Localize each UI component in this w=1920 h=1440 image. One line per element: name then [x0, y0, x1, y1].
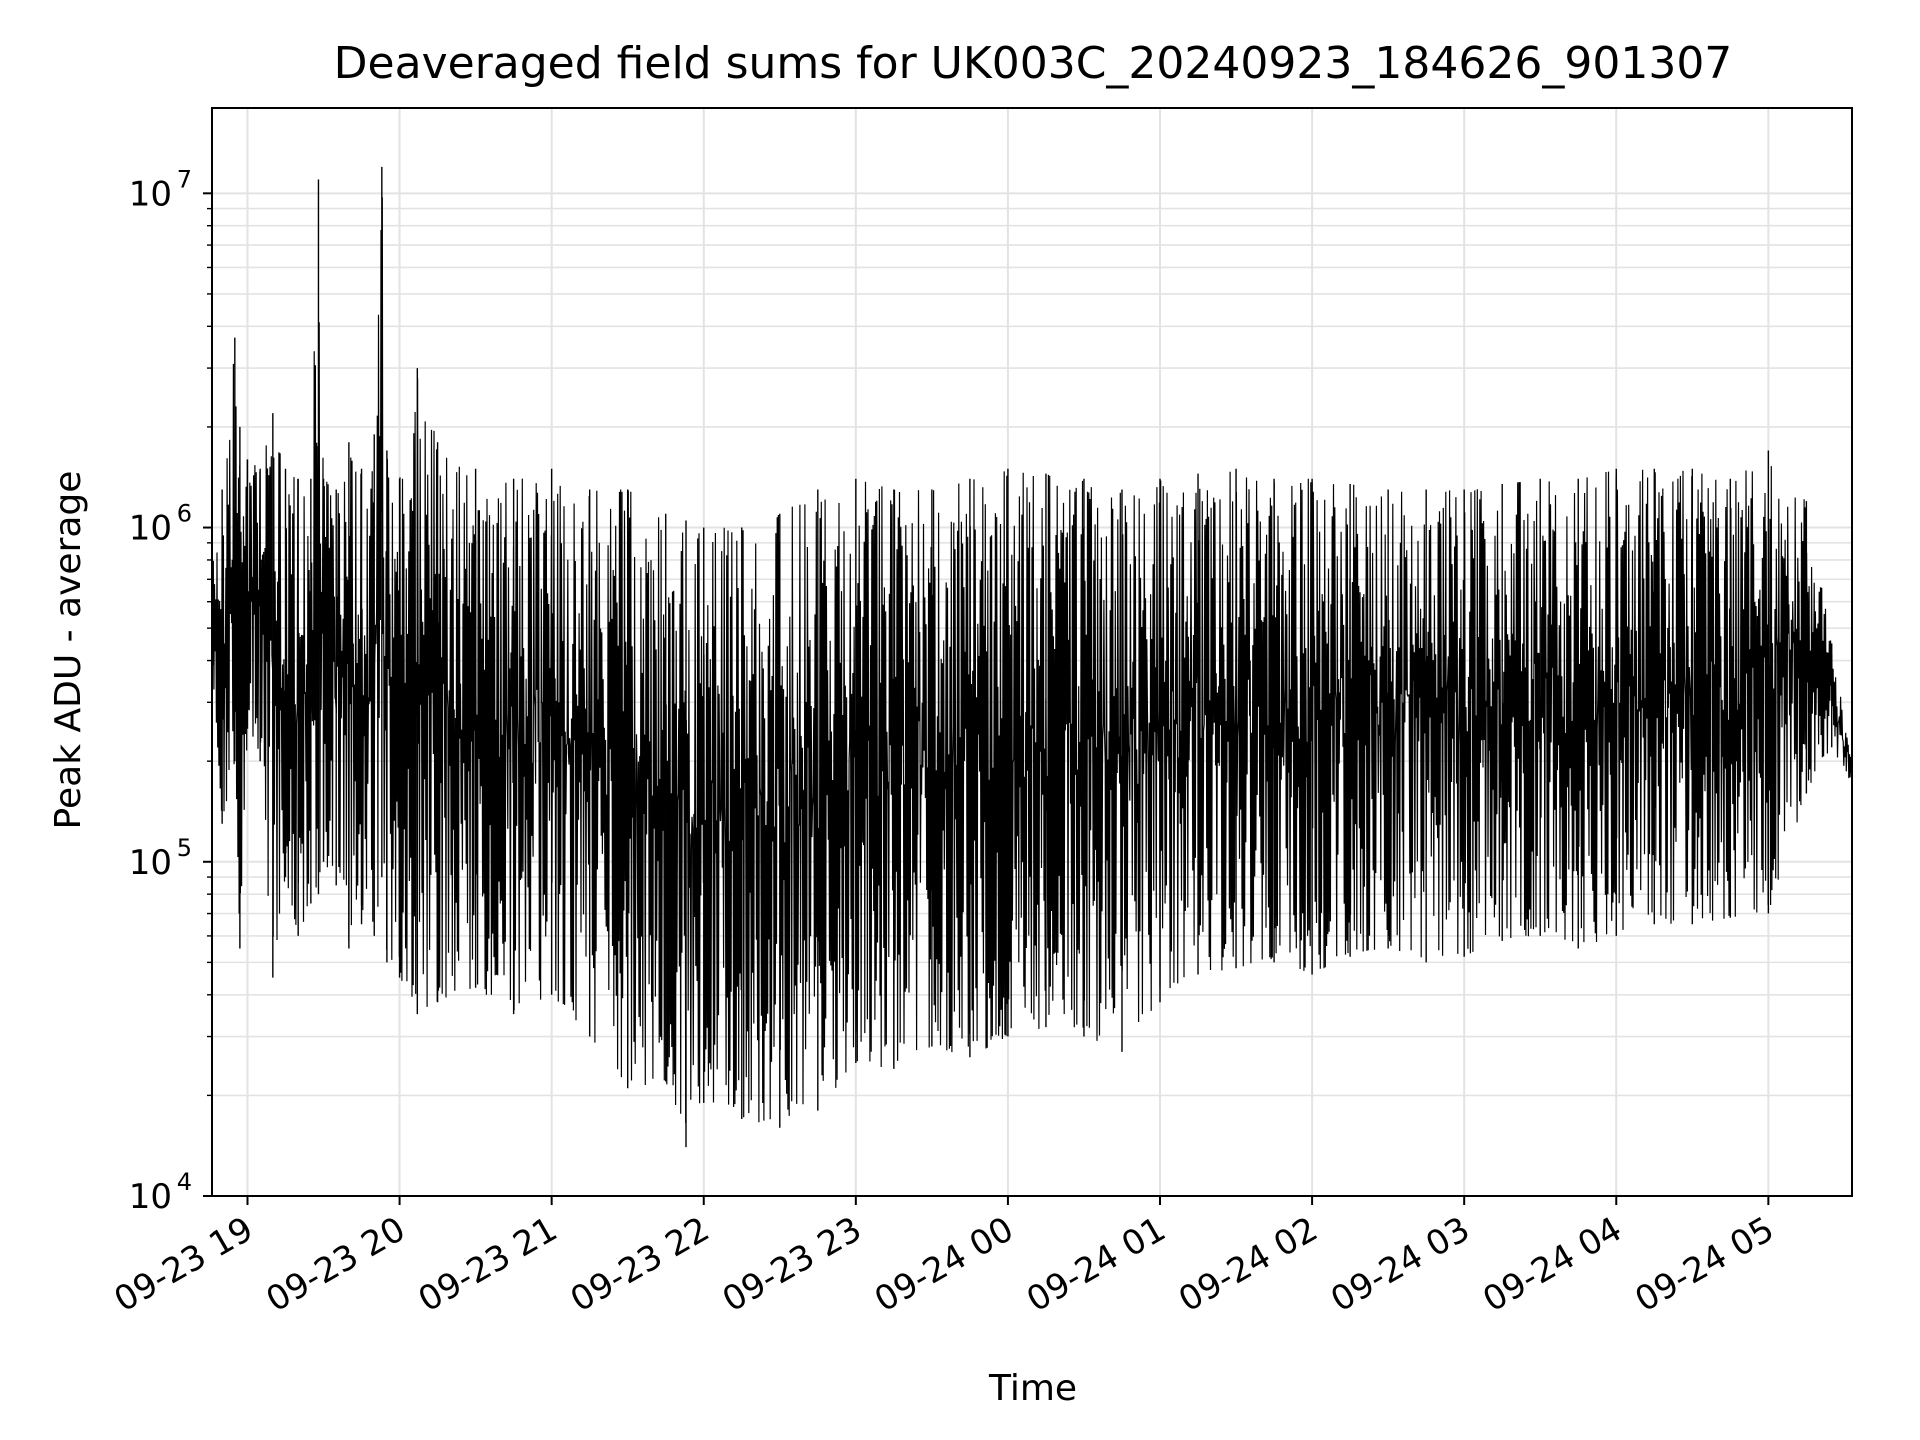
y-tick-label: 10: [129, 174, 172, 214]
y-tick-label-base: 10: [129, 843, 172, 883]
y-tick-label-base: 10: [129, 174, 172, 214]
y-axis-label: Peak ADU - average: [48, 471, 89, 830]
y-tick-label-exponent: 5: [177, 834, 192, 862]
chart-title: Deaveraged field sums for UK003C_2024092…: [334, 38, 1733, 89]
y-tick-label-exponent: 6: [177, 500, 192, 528]
y-tick-label-exponent: 7: [177, 165, 192, 193]
x-axis-label: Time: [988, 1368, 1077, 1409]
plot-frame: [211, 107, 1853, 1197]
y-tick-label-base: 10: [129, 509, 172, 549]
y-tick-label: 10: [129, 843, 172, 883]
y-tick-label: 10: [129, 509, 172, 549]
y-tick-label-exponent: 4: [177, 1168, 192, 1196]
y-tick-label: 10: [129, 1177, 172, 1217]
data-series: [211, 166, 1853, 1148]
y-tick-label-base: 10: [129, 1177, 172, 1217]
